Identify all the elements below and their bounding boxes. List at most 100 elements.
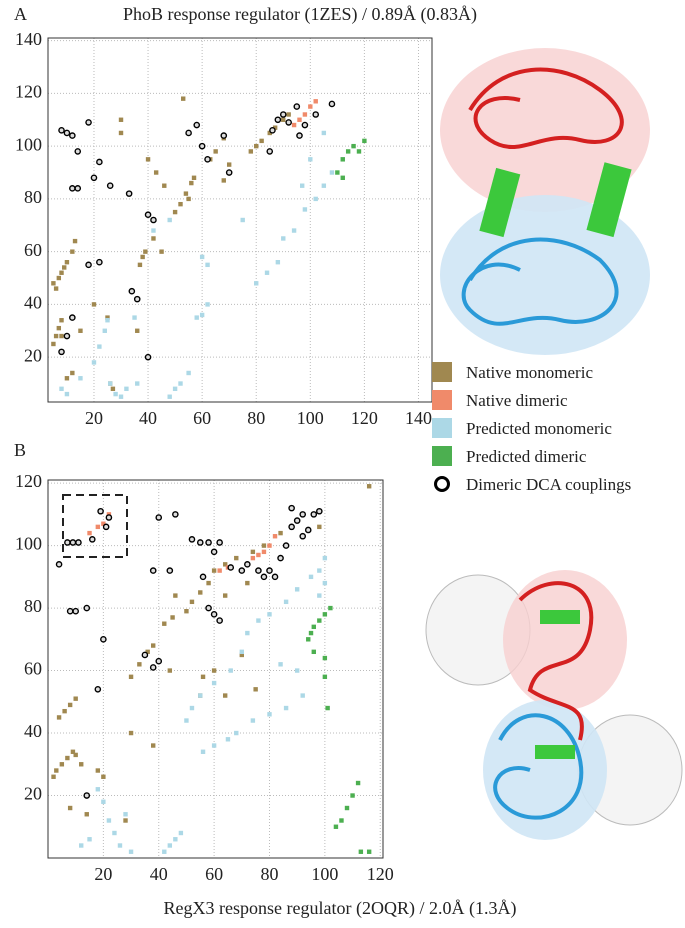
dca-coupling (58, 127, 65, 134)
contact (291, 228, 297, 233)
contact (206, 580, 211, 586)
dca-coupling (144, 353, 152, 361)
dca-coupling (97, 507, 104, 515)
dca-coupling (74, 185, 82, 192)
dca-coupling (102, 523, 110, 531)
dca-coupling (144, 211, 152, 219)
dca-coupling (155, 514, 163, 521)
contact (322, 674, 328, 680)
contact (62, 265, 67, 270)
chart-title: PhoB response regulator (1ZES) / 0.89Å (… (123, 4, 477, 25)
contact (200, 674, 206, 680)
contact (317, 524, 322, 530)
legend-swatch (434, 476, 450, 492)
legend-swatch (432, 362, 452, 382)
contact (261, 543, 267, 548)
contact (321, 130, 327, 136)
contact (211, 743, 217, 748)
contact (153, 170, 159, 175)
contact (199, 254, 205, 260)
contact (64, 391, 70, 397)
x-tick-label: 120 (351, 408, 378, 428)
contact (345, 149, 351, 154)
contact (322, 612, 328, 617)
dca-coupling (166, 567, 174, 574)
dca-coupling (106, 182, 114, 190)
y-tick-label: 80 (24, 187, 42, 207)
x-tick-label: 40 (139, 408, 157, 428)
chart-title: RegX3 response regulator (2OQR) / 2.0Å (… (164, 898, 517, 919)
contact (51, 774, 56, 779)
dca-coupling (244, 561, 251, 568)
contact (311, 624, 316, 630)
legend-label: Native dimeric (466, 391, 568, 410)
contact (194, 315, 199, 320)
contact (186, 370, 191, 376)
x-tick-label: 40 (150, 864, 168, 884)
dca-coupling (199, 573, 207, 581)
contact (145, 649, 150, 655)
contact (267, 612, 272, 617)
protein-structure-b (425, 570, 683, 840)
contact (84, 812, 89, 817)
contact (128, 849, 134, 854)
contact (272, 534, 278, 539)
contact (198, 590, 203, 595)
contact (321, 183, 327, 188)
contact (259, 138, 264, 144)
contact (272, 125, 278, 130)
contact (91, 360, 97, 365)
contact (70, 249, 75, 254)
contact (225, 737, 231, 742)
contact (256, 552, 261, 558)
dca-coupling (279, 111, 287, 118)
dca-coupling (66, 607, 74, 615)
dca-coupling (85, 261, 92, 269)
dca-coupling (274, 116, 282, 124)
contact (167, 394, 172, 399)
dca-coupling (210, 548, 218, 556)
contact (254, 281, 259, 286)
contact (351, 143, 356, 149)
y-tick-label: 140 (15, 29, 42, 49)
x-tick-label: 20 (85, 408, 103, 428)
contact (65, 755, 70, 761)
y-tick-label: 100 (15, 134, 42, 154)
contact (151, 228, 156, 233)
contact (294, 668, 300, 673)
charts: PhoB response regulator (1ZES) / 0.89Å (… (14, 4, 516, 919)
dca-coupling (277, 554, 284, 562)
contact (95, 524, 101, 530)
contact (228, 668, 233, 673)
dca-coupling (293, 517, 301, 524)
dca-coupling (288, 504, 295, 512)
dca-coupling (83, 792, 91, 799)
dca-coupling (285, 119, 292, 126)
contact (267, 712, 272, 717)
contact (300, 693, 305, 698)
legend-entry: Predicted dimeric (432, 446, 682, 467)
dca-coupling (266, 567, 273, 574)
contact (137, 262, 143, 268)
contact (317, 568, 322, 573)
contact (191, 175, 197, 180)
contact (102, 328, 107, 333)
contact (101, 774, 106, 779)
contact (181, 96, 186, 101)
contact (226, 162, 232, 167)
dca-coupling (69, 185, 76, 192)
x-tick-label: 80 (260, 864, 278, 884)
dca-coupling (69, 539, 77, 546)
contact (167, 843, 173, 848)
contact (110, 386, 116, 392)
contact (366, 849, 372, 854)
dca-coupling (282, 542, 290, 549)
dca-coupling (271, 573, 279, 581)
y-tick-label: 120 (15, 82, 42, 102)
contact (264, 270, 270, 275)
contact (128, 674, 134, 680)
contact (248, 149, 254, 154)
contact (362, 138, 367, 144)
dca-coupling (266, 148, 274, 155)
contact (73, 752, 78, 758)
